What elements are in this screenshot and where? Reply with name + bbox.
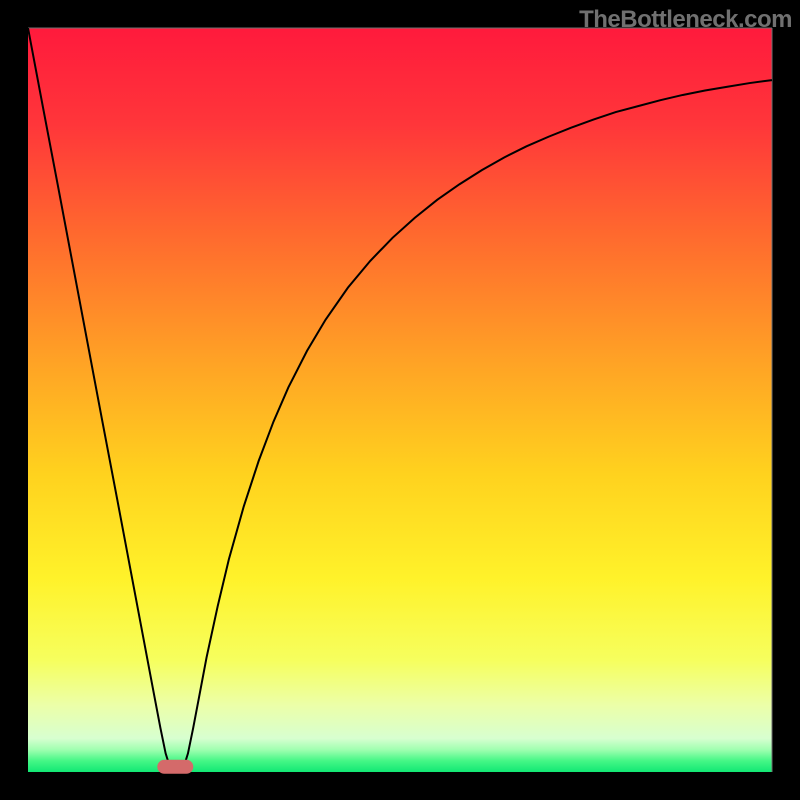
plot-background [28,28,772,772]
optimal-marker [157,760,193,774]
watermark-text: TheBottleneck.com [579,6,792,34]
bottleneck-chart [0,0,800,800]
chart-container: TheBottleneck.com [0,0,800,800]
